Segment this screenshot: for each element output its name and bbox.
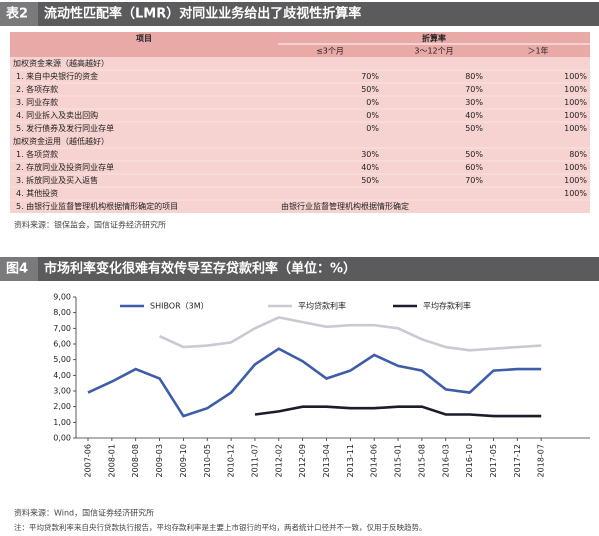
x-tick-label: 2011-07 (250, 444, 259, 477)
chart-title-bar (0, 257, 599, 281)
row-label: 5. 由银行业监督管理机构根据情形确定的项目 (16, 201, 178, 211)
table-title: 流动性匹配率（LMR）对同业业务给出了歧视性折算率 (44, 6, 361, 22)
row-label: 1. 来自中央银行的资金 (16, 71, 98, 81)
x-tick-label: 2012-09 (298, 444, 307, 477)
y-tick-label: 2,00 (53, 402, 71, 411)
table-label-box (0, 2, 38, 26)
row-label: 5. 发行债券及发行同业存单 (16, 123, 114, 133)
x-tick-label: 2017-05 (489, 444, 498, 477)
x-tick-label: 2009-03 (155, 444, 164, 477)
rate-cell: 100% (564, 189, 587, 198)
row-label: 3. 拆放同业及买入返售 (16, 175, 98, 185)
row-label: 4. 同业拆入及卖出回购 (16, 110, 98, 120)
chart-source: 资料来源：Wind，国信证券经济研究所 (14, 508, 154, 518)
rate-cell: 40% (465, 111, 483, 120)
rate-cell: 70% (465, 85, 483, 94)
series-line (159, 316, 542, 352)
x-tick-label: 2007-06 (84, 444, 93, 477)
x-tick-label: 2008-01 (107, 444, 116, 477)
rate-cell: 60% (465, 163, 483, 172)
rate-cell: 30% (361, 150, 379, 159)
section-title: 加权资金来源（越高越好） (13, 58, 109, 68)
legend-label: 平均贷款利率 (298, 301, 346, 311)
rate-cell: 50% (361, 176, 379, 185)
x-tick-label: 2016-10 (465, 444, 474, 477)
header-cell: ＞1年 (527, 46, 548, 56)
x-tick-label: 2014-06 (370, 444, 379, 477)
y-tick-label: 9,00 (53, 293, 71, 302)
y-tick-label: 3,00 (53, 387, 71, 396)
rate-cell: 80% (465, 72, 483, 81)
series-line (87, 347, 542, 418)
rate-cell: 50% (465, 150, 483, 159)
x-tick-label: 2009-10 (179, 444, 188, 477)
rate-cell: 100% (564, 72, 587, 81)
rate-cell: 100% (564, 176, 587, 185)
legend-label: 平均存款利率 (423, 301, 471, 311)
rate-cell: 0% (366, 98, 379, 107)
chart-title: 市场利率变化很难有效传导至存贷款利率（单位：%） (44, 261, 356, 277)
table-source: 资料来源：银保监会，国信证券经济研究所 (14, 220, 166, 230)
rate-cell: 70% (465, 176, 483, 185)
rate-cell: 0% (366, 111, 379, 120)
rate-cell: 100% (564, 85, 587, 94)
x-tick-label: 2012-02 (274, 444, 283, 477)
rate-cell: 100% (564, 124, 587, 133)
y-tick-label: 8,00 (53, 308, 71, 317)
note-cell: 由银行业监督管理机构根据情形确定 (281, 201, 409, 211)
row-label: 1. 各项贷款 (16, 149, 58, 159)
x-tick-label: 2010-05 (203, 444, 212, 477)
y-tick-label: 0,00 (53, 434, 71, 443)
rate-cell: 50% (361, 85, 379, 94)
x-tick-label: 2010-12 (227, 444, 236, 477)
rate-cell: 100% (564, 111, 587, 120)
row-label: 4. 其他投资 (16, 188, 58, 198)
chart-label-box (0, 257, 38, 281)
x-tick-label: 2008-08 (131, 444, 140, 477)
section-title: 加权资金运用（越低越好） (13, 136, 109, 146)
header-cell: 项目 (136, 34, 152, 43)
y-tick-label: 4,00 (53, 371, 71, 380)
x-tick-label: 2016-03 (441, 444, 450, 477)
y-tick-label: 6,00 (53, 340, 71, 349)
header-cell: 折算率 (422, 33, 446, 43)
table-label: 表2 (5, 6, 28, 22)
rate-cell: 0% (366, 124, 379, 133)
row-label: 2. 各项存款 (16, 84, 58, 94)
rate-cell: 100% (564, 98, 587, 107)
chart-note: 注：平均贷款利率来自央行贷款执行报告，平均存款利率是主要上市银行的平均，两者统计… (14, 522, 427, 532)
y-tick-label: 5,00 (53, 355, 71, 364)
rate-cell: 40% (361, 163, 379, 172)
rate-cell: 50% (465, 124, 483, 133)
rate-cell: 80% (569, 150, 587, 159)
row-label: 3. 同业存款 (16, 97, 58, 107)
series-line (254, 405, 542, 418)
rate-cell: 100% (564, 163, 587, 172)
x-tick-label: 2013-04 (322, 444, 331, 477)
rate-cell: 30% (465, 98, 483, 107)
legend-bg (95, 299, 515, 313)
header-cell: 3～12个月 (414, 47, 453, 56)
x-tick-label: 2015-01 (394, 444, 403, 477)
header-cell: ≤3个月 (316, 47, 344, 56)
table-title-bar (0, 2, 599, 26)
x-tick-label: 2013-11 (346, 444, 355, 477)
x-tick-label: 2017-12 (513, 444, 522, 477)
x-tick-label: 2015-08 (417, 444, 426, 477)
y-tick-label: 7,00 (53, 324, 71, 333)
legend-label: SHIBOR（3M） (150, 302, 209, 311)
row-label: 2. 存放同业及投资同业存单 (16, 162, 114, 172)
chart-label: 图4 (6, 262, 28, 277)
y-tick-label: 1,00 (53, 418, 71, 427)
x-tick-label: 2018-07 (537, 444, 546, 477)
rate-cell: 70% (361, 72, 379, 81)
